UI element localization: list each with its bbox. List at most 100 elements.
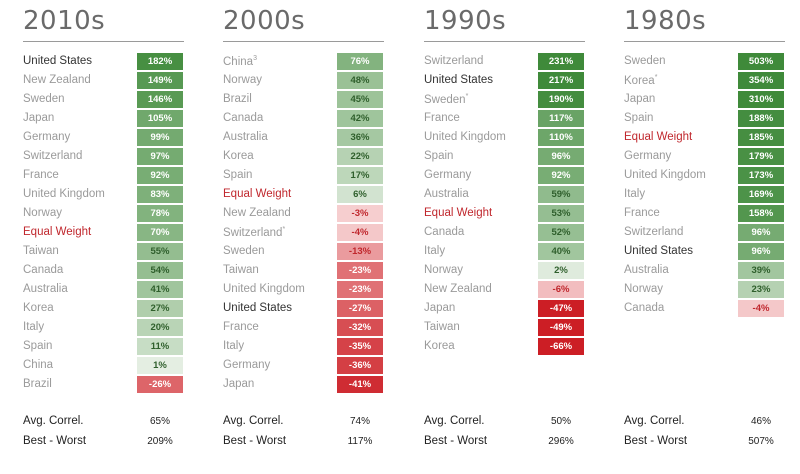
country-label: France: [23, 169, 59, 181]
country-label: Italy: [23, 321, 45, 333]
country-label: France: [424, 112, 460, 124]
return-cell: 55%: [137, 243, 183, 260]
rank-row: France -32%: [223, 319, 384, 337]
avg-correl-label: Avg. Correl.: [223, 415, 284, 427]
return-cell: 185%: [738, 129, 784, 146]
return-cell: 83%: [137, 186, 183, 203]
rank-row: Canada 52%: [424, 224, 585, 242]
avg-correl-value: 65%: [149, 416, 170, 427]
decade-column-1980s: 1980s Sweden 503% Korea* 354% Japan 310% Spain…: [624, 0, 785, 474]
rank-row: Australia 59%: [424, 186, 585, 204]
best-worst-value: 507%: [748, 436, 774, 447]
rank-row: Canada 42%: [223, 110, 384, 128]
avg-correl-value: 74%: [349, 416, 370, 427]
return-cell: 48%: [337, 72, 383, 89]
best-worst-row: Best - Worst 507%: [624, 435, 785, 451]
country-label: Germany: [424, 169, 472, 181]
country-label: Switzerland: [624, 226, 684, 238]
country-label: France: [624, 207, 660, 219]
return-cell: -4%: [738, 300, 784, 317]
best-worst-value: 209%: [147, 436, 173, 447]
country-label: Sweden: [23, 93, 65, 105]
return-cell: 96%: [538, 148, 584, 165]
return-cell: 231%: [538, 53, 584, 70]
rank-row: Spain 188%: [624, 110, 785, 128]
rank-row: Spain 17%: [223, 167, 384, 185]
country-label: Canada: [23, 264, 64, 276]
return-cell: 42%: [337, 110, 383, 127]
return-cell: 45%: [337, 91, 383, 108]
rank-row: United States 182%: [23, 53, 184, 71]
return-cell: 20%: [137, 319, 183, 336]
return-cell: -4%: [337, 224, 383, 241]
rank-row: New Zealand 149%: [23, 72, 184, 90]
return-cell: 173%: [738, 167, 784, 184]
country-label: Japan: [223, 378, 255, 390]
return-cell: 27%: [137, 300, 183, 317]
country-label: United Kingdom: [624, 169, 706, 181]
rank-row: Switzerland 231%: [424, 53, 585, 71]
rank-row: Germany 179%: [624, 148, 785, 166]
rank-row: Korea 27%: [23, 300, 184, 318]
footnote-marker: *: [654, 74, 658, 81]
rank-row: Canada -4%: [624, 300, 785, 318]
rank-row: Germany 99%: [23, 129, 184, 147]
return-cell: 310%: [738, 91, 784, 108]
rank-row: Equal Weight 70%: [23, 224, 184, 242]
country-label: Korea: [424, 340, 455, 352]
rank-row: New Zealand -6%: [424, 281, 585, 299]
return-cell: -23%: [337, 281, 383, 298]
return-cell: -27%: [337, 300, 383, 317]
best-worst-row: Best - Worst 117%: [223, 435, 384, 451]
rank-row: United States 96%: [624, 243, 785, 261]
return-cell: 1%: [137, 357, 183, 374]
rank-row: Australia 41%: [23, 281, 184, 299]
return-cell: 354%: [738, 72, 784, 89]
return-cell: 40%: [538, 243, 584, 260]
rank-row: Equal Weight 53%: [424, 205, 585, 223]
avg-correl-label: Avg. Correl.: [424, 415, 485, 427]
country-label: Equal Weight: [624, 131, 693, 143]
return-cell: -3%: [337, 205, 383, 222]
return-cell: 17%: [337, 167, 383, 184]
avg-correl-row: Avg. Correl. 65%: [23, 415, 184, 431]
rank-row: Brazil 45%: [223, 91, 384, 109]
country-label: United Kingdom: [424, 131, 506, 143]
country-label: Sweden*: [424, 93, 469, 106]
return-cell: 92%: [137, 167, 183, 184]
return-cell: 92%: [538, 167, 584, 184]
return-cell: 2%: [538, 262, 584, 279]
rank-row: Korea 22%: [223, 148, 384, 166]
return-cell: 179%: [738, 148, 784, 165]
return-cell: 188%: [738, 110, 784, 127]
return-cell: -23%: [337, 262, 383, 279]
country-label: Korea*: [624, 74, 658, 87]
country-label: Germany: [223, 359, 271, 371]
return-cell: 23%: [738, 281, 784, 298]
country-label: Spain: [424, 150, 454, 162]
country-label: United States: [424, 74, 494, 86]
country-label: Canada: [424, 226, 465, 238]
rank-row: France 117%: [424, 110, 585, 128]
rank-row: Canada 54%: [23, 262, 184, 280]
decade-title: 2010s: [23, 6, 106, 36]
country-label: Equal Weight: [424, 207, 493, 219]
country-label: Norway: [624, 283, 663, 295]
rank-row: Japan 310%: [624, 91, 785, 109]
rank-row: Sweden* 190%: [424, 91, 585, 109]
rank-row: Korea -66%: [424, 338, 585, 356]
rank-row: United Kingdom 173%: [624, 167, 785, 185]
return-cell: -32%: [337, 319, 383, 336]
return-cell: -36%: [337, 357, 383, 374]
rank-row: Italy 20%: [23, 319, 184, 337]
rank-row: United Kingdom -23%: [223, 281, 384, 299]
country-label: Germany: [23, 131, 71, 143]
country-label: Canada: [624, 302, 665, 314]
return-cell: 117%: [538, 110, 584, 127]
return-cell: -47%: [538, 300, 584, 317]
return-cell: 217%: [538, 72, 584, 89]
title-rule: [223, 41, 384, 42]
country-label: Taiwan: [223, 264, 259, 276]
return-cell: 503%: [738, 53, 784, 70]
country-label: Taiwan: [424, 321, 460, 333]
